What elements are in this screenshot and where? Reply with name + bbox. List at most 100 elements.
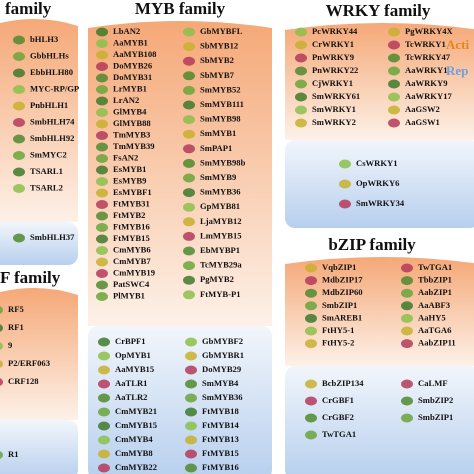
panel-title: F family [0,268,61,287]
plant-icon [96,108,108,117]
plant-icon [96,200,108,209]
plant-icon [185,421,197,431]
gene-label: FtMYB13 [202,434,239,444]
gene-label: LjaMYB12 [200,216,242,226]
plant-icon [96,50,108,60]
gene-label: GlMYB88 [113,118,151,128]
plant-icon [96,85,108,94]
plant-icon [13,167,25,177]
gene-label: 9 [8,340,12,350]
gene-label: SmMYB36 [200,187,241,197]
plant-icon [96,269,108,278]
gene-label: AaTLR1 [115,378,147,388]
gene-label: CmMYB7 [113,256,151,266]
plant-icon [0,306,3,314]
activator-region [88,21,272,326]
gene-label: PatSWC4 [113,279,150,289]
gene-label: FtHY5-1 [322,325,354,335]
plant-icon [13,233,25,243]
gene-label: LbAN2 [113,26,140,36]
gene-label: FtMYB-P1 [200,289,241,299]
plant-icon [13,184,25,193]
gene-label: AabZIP11 [418,338,456,348]
legend-label: Acti [446,37,469,52]
plant-icon [183,42,195,52]
plant-icon [96,27,108,37]
gene-label: SmPAP1 [200,143,232,153]
gene-label: MdbZIP17 [322,275,363,285]
plant-icon [96,292,108,301]
plant-icon [401,288,413,298]
gene-label: P2/ERF063 [8,358,50,368]
plant-icon [339,179,351,189]
plant-icon [388,27,400,37]
gene-label: GbMYBR1 [202,350,244,360]
gene-label: SmMYB36 [202,392,243,402]
plant-icon [183,27,195,37]
gene-label: CrGBF1 [322,395,354,405]
plant-icon [401,263,413,273]
gene-label: TwTGA1 [322,429,356,439]
gene-label: FtHY5-2 [322,338,354,348]
gene-label: FtMYB2 [113,210,145,220]
gene-label: SmMYC2 [30,149,67,159]
gene-label: SmWRKY1 [312,104,356,114]
gene-label: FtMYB18 [202,406,239,416]
gene-label: FtMYB16 [113,221,150,231]
gene-label: AabZIP1 [418,287,452,297]
plant-icon [401,379,413,389]
gene-label: VqbZIP1 [322,262,356,272]
panel-title: family [5,0,52,18]
plant-icon [183,71,195,81]
plant-icon [98,449,110,459]
repressor-region [0,222,78,265]
gene-label: AaWRKY1 [405,65,448,75]
activator-region [285,257,474,366]
gene-label: AaGSW1 [405,117,440,127]
gene-label: CRF128 [8,376,39,386]
gene-label: PnbHLH1 [30,100,68,110]
plant-icon [295,118,307,128]
plant-icon [295,53,307,63]
repressor-region [0,420,78,474]
plant-icon [98,351,110,361]
gene-label: AaGSW2 [405,104,440,114]
gene-label: PgMYB2 [200,274,234,284]
plant-icon [98,407,110,417]
gene-label: TcWRKY47 [405,52,451,62]
gene-label: CsWRKY1 [356,158,398,168]
plant-icon [295,105,307,115]
plant-icon [98,365,110,375]
repressor-region [88,326,272,474]
plant-icon [0,451,3,459]
activator-region [285,23,474,140]
plant-icon [185,449,197,459]
gene-label: SmWRKY2 [312,117,356,127]
gene-label: RF1 [8,322,24,332]
plant-icon [183,246,195,256]
plant-icon [401,326,413,336]
plant-icon [96,154,108,163]
plant-icon [295,79,307,89]
plant-icon [185,365,197,375]
gene-label: SmMYB4 [202,378,239,388]
plant-icon [388,79,400,89]
gene-label: bHLH3 [30,34,58,44]
gene-label: SmbHLH92 [30,133,74,143]
plant-icon [401,339,413,349]
plant-icon [96,234,108,244]
gene-label: SmbZIP2 [418,395,453,405]
gene-label: MYC-RP/GP [30,83,79,93]
gene-label: AaMYB1 [113,37,148,47]
gene-label: AaWRKY9 [405,78,448,88]
legend-label: Rep [446,63,468,78]
gene-label: SmMYB52 [200,84,241,94]
gene-label: TmMYB39 [113,141,155,151]
plant-icon [183,85,195,95]
plant-icon [183,158,195,168]
plant-icon [183,261,195,271]
plant-icon [13,68,25,78]
plant-icon [295,27,307,37]
